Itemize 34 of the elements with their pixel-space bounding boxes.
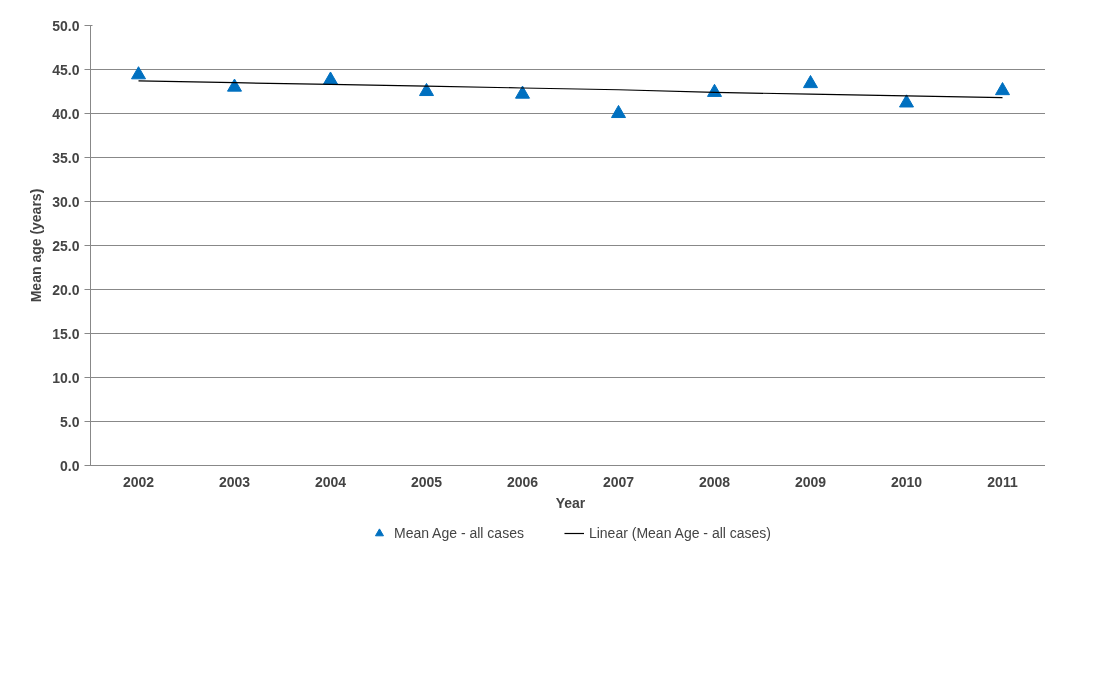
y-tick-label: 50.0 [52,17,80,34]
legend-label: Linear (Mean Age - all cases) [588,525,772,541]
y-tick-label: 15.0 [52,325,80,342]
x-tick-label: 2010 [890,473,923,490]
x-tick-label: 2002 [122,473,155,490]
y-tick-label: 5.0 [60,413,80,430]
x-tick-label: 2004 [314,473,347,490]
y-tick-label: 0.0 [60,457,80,474]
point [803,75,818,89]
x-tick-label: 2008 [698,473,731,490]
x-tick-label: 2003 [218,473,251,490]
x-tick-label: 2007 [602,473,635,490]
point [515,85,530,99]
y-tick-label: 20.0 [52,281,80,298]
y-tick-label: 35.0 [52,149,80,166]
point [323,71,338,85]
point [419,82,434,97]
y-tick-label: 45.0 [52,61,80,78]
y-tick-label: 10.0 [52,369,80,386]
y-axis-title: Mean age (years) [28,188,45,303]
point [899,94,914,108]
legend-label: Mean Age - all cases [393,525,524,541]
point [131,66,146,80]
point [995,82,1010,96]
y-tick-label: 40.0 [52,105,80,122]
point [227,78,242,92]
x-tick-label: 2005 [410,473,443,490]
x-axis-title: Year [555,494,586,511]
x-tick-label: 2006 [506,473,539,490]
x-tick-label: 2009 [794,473,827,490]
point [611,104,626,119]
x-tick-label: 2011 [987,473,1018,490]
y-tick-label: 30.0 [52,193,80,210]
y-tick-label: 25.0 [52,237,80,254]
